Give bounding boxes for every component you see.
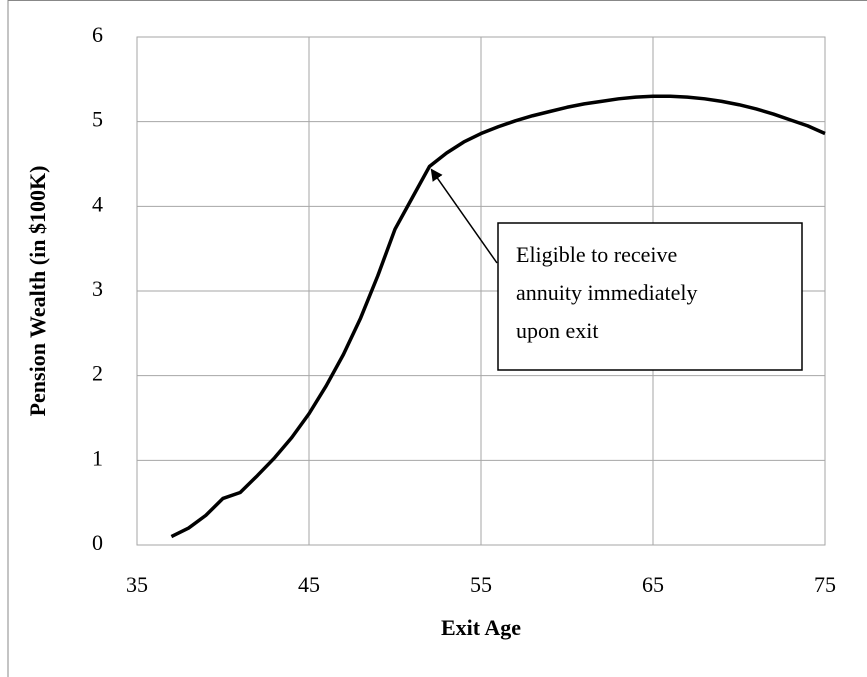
y-tick-label: 6	[92, 22, 103, 47]
annotation-text: upon exit	[516, 318, 599, 343]
x-tick-label: 75	[814, 572, 836, 597]
line	[170, 94, 826, 539]
y-tick-label: 0	[92, 530, 103, 555]
annotation-text: annuity immediately	[516, 280, 697, 305]
annotation-text: Eligible to receive	[516, 242, 677, 267]
annotation-arrow	[430, 168, 498, 264]
y-tick-label: 2	[92, 361, 103, 386]
y-axis-title: Pension Wealth (in $100K)	[25, 166, 50, 417]
y-tick-label: 4	[92, 191, 103, 216]
y-tick-label: 5	[92, 107, 103, 132]
x-tick-label: 45	[298, 572, 320, 597]
y-tick-label: 3	[92, 276, 103, 301]
plot-border	[136, 36, 826, 546]
x-tick-label: 65	[642, 572, 664, 597]
x-tick-label: 35	[126, 572, 148, 597]
y-tick-label: 1	[92, 445, 103, 470]
x-axis-title: Exit Age	[441, 615, 521, 640]
annotation-box	[497, 222, 803, 371]
x-tick-label: 55	[470, 572, 492, 597]
